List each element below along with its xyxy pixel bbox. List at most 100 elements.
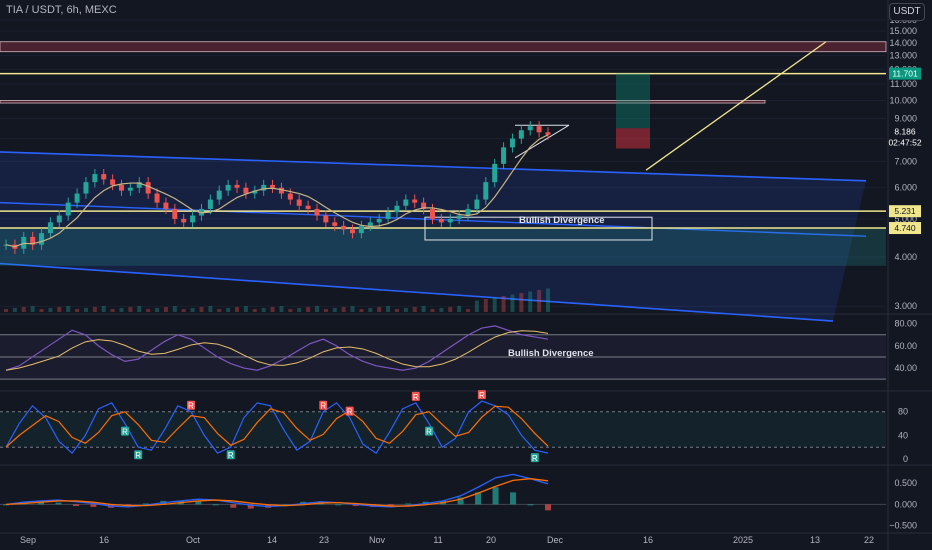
candle-body bbox=[172, 208, 178, 219]
volume-bar bbox=[394, 309, 399, 312]
volume-bar bbox=[12, 308, 17, 312]
candle-body bbox=[483, 182, 489, 200]
volume-bar bbox=[501, 296, 506, 312]
price-tick-label: 4.000 bbox=[894, 252, 917, 262]
volume-bar bbox=[466, 309, 471, 312]
candle-body bbox=[358, 225, 364, 234]
candle-body bbox=[332, 222, 338, 226]
volume-bar bbox=[306, 307, 311, 312]
time-tick-label: 13 bbox=[810, 535, 820, 545]
candle-body bbox=[403, 199, 409, 206]
candle-body bbox=[456, 215, 462, 219]
volume-bar bbox=[217, 309, 222, 312]
price-axis-badge-label: 11.701 bbox=[892, 69, 918, 79]
macd-histogram-bar bbox=[457, 497, 464, 505]
candle-body bbox=[287, 193, 293, 200]
candle-body bbox=[465, 208, 471, 216]
divergence-marker-label: R bbox=[188, 402, 194, 411]
macd-histogram-bar bbox=[37, 501, 44, 505]
time-tick-label: 2025 bbox=[733, 535, 753, 545]
volume-bar bbox=[4, 309, 8, 312]
stoch-tick-label: 0 bbox=[903, 454, 908, 464]
candle-body bbox=[30, 236, 36, 245]
volume-bar bbox=[226, 308, 231, 312]
stoch-tick-label: 40 bbox=[898, 430, 908, 440]
volume-bar bbox=[66, 306, 71, 312]
macd-signal-line bbox=[5, 478, 549, 507]
price-tick-label: 6.000 bbox=[894, 183, 917, 193]
stoch-d-line bbox=[5, 405, 549, 448]
candle-body bbox=[190, 215, 196, 223]
price-tick-label: 13.000 bbox=[889, 51, 917, 61]
divergence-marker bbox=[134, 450, 143, 460]
volume-bar bbox=[377, 307, 382, 312]
currency-button[interactable]: USDT bbox=[889, 3, 925, 21]
candle-body bbox=[341, 225, 347, 230]
channel-lower-line bbox=[0, 262, 834, 322]
macd-tick-label: 0.500 bbox=[894, 478, 917, 488]
time-tick-label: 22 bbox=[864, 535, 874, 545]
volume-bar bbox=[83, 308, 88, 312]
candle-body bbox=[278, 187, 284, 194]
time-tick-label: 20 bbox=[486, 535, 496, 545]
volume-bar bbox=[537, 290, 542, 312]
bullish-divergence-price-label: Bullish Divergence bbox=[519, 215, 605, 226]
macd-tick-label: −0.500 bbox=[889, 521, 917, 531]
divergence-marker-label: R bbox=[122, 428, 128, 437]
volume-bar bbox=[314, 306, 319, 312]
volume-bar bbox=[492, 297, 497, 312]
volume-bar bbox=[110, 309, 115, 312]
candle-body bbox=[438, 218, 444, 223]
candle-body bbox=[412, 199, 418, 203]
macd-histogram-bar bbox=[90, 504, 97, 507]
candle-body bbox=[225, 184, 231, 191]
volume-bar bbox=[243, 306, 248, 312]
macd-tick-label: 0.000 bbox=[894, 499, 917, 509]
volume-bar bbox=[155, 308, 160, 312]
candle-body bbox=[56, 215, 62, 223]
candle-body bbox=[127, 187, 133, 191]
volume-bar bbox=[270, 307, 275, 312]
macd-histogram-bar bbox=[475, 492, 482, 505]
volume-bar bbox=[101, 306, 106, 312]
divergence-marker-label: R bbox=[413, 393, 419, 402]
channel-upper-line bbox=[0, 151, 867, 182]
volume-bar bbox=[386, 306, 391, 312]
candle-body bbox=[376, 218, 382, 223]
macd-histogram-bar bbox=[527, 504, 534, 506]
volume-bar bbox=[412, 307, 417, 312]
rsi-tick-label: 40.00 bbox=[894, 363, 917, 373]
candle-body bbox=[216, 190, 222, 200]
candle-body bbox=[261, 184, 267, 191]
price-axis-badge-label: 02:47:52 bbox=[888, 138, 921, 148]
candle-body bbox=[492, 163, 498, 183]
volume-bar bbox=[421, 306, 426, 312]
volume-bar bbox=[48, 308, 53, 312]
time-tick-label: Oct bbox=[186, 535, 201, 545]
time-tick-label: Nov bbox=[369, 535, 386, 545]
volume-bar bbox=[448, 307, 453, 312]
volume-bar bbox=[403, 308, 408, 312]
volume-bar bbox=[474, 300, 479, 312]
macd-histogram-bar bbox=[545, 504, 551, 511]
volume-bar bbox=[39, 309, 44, 312]
candle-body bbox=[447, 218, 453, 223]
divergence-marker-label: R bbox=[532, 454, 538, 463]
macd-histogram-bar bbox=[510, 492, 517, 505]
divergence-marker-label: R bbox=[426, 428, 432, 437]
time-tick-label: 11 bbox=[433, 535, 442, 545]
candle-body bbox=[536, 126, 542, 133]
volume-bar bbox=[546, 288, 550, 312]
candle-body bbox=[136, 182, 142, 188]
macd-histogram-bar bbox=[55, 502, 62, 505]
volume-bar bbox=[510, 294, 515, 312]
volume-bar bbox=[21, 307, 26, 312]
candle-body bbox=[181, 218, 187, 223]
time-tick-label: Sep bbox=[20, 535, 36, 545]
stoch-k-line bbox=[5, 400, 549, 455]
volume-bar bbox=[190, 308, 195, 312]
volume-bar bbox=[163, 307, 168, 312]
volume-bar bbox=[332, 308, 337, 312]
price-axis-badge-label: 5.231 bbox=[894, 206, 916, 216]
